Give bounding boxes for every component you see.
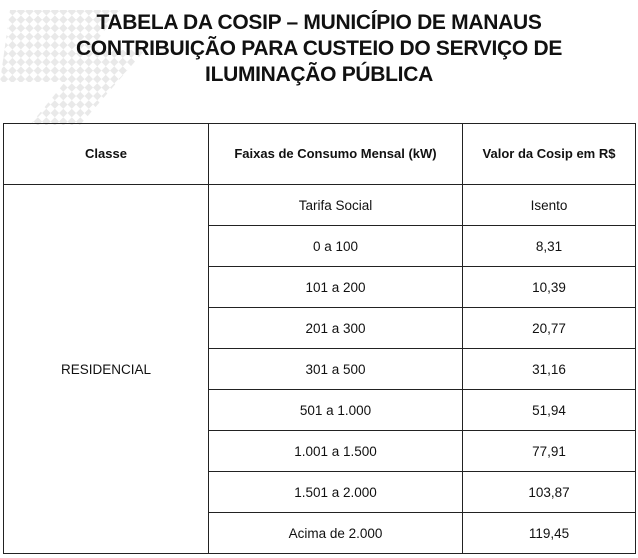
table-row: 1.501 a 2.000 103,87	[4, 471, 636, 513]
valor-cell: 51,94	[462, 389, 636, 431]
page-title: TABELA DA COSIP – MUNICÍPIO DE MANAUS CO…	[0, 10, 638, 88]
header-classe: Classe	[3, 123, 209, 185]
faixa-cell: 101 a 200	[208, 266, 463, 308]
cosip-table: Classe Faixas de Consumo Mensal (kW) Val…	[3, 123, 636, 554]
faixa-cell: Acima de 2.000	[208, 512, 463, 554]
valor-cell: 103,87	[462, 471, 636, 513]
table-header-row: Classe Faixas de Consumo Mensal (kW) Val…	[3, 123, 636, 185]
table-row: 301 a 500 31,16	[4, 348, 636, 390]
table-row: Acima de 2.000 119,45	[4, 512, 636, 554]
valor-cell: 119,45	[462, 512, 636, 554]
valor-cell: 20,77	[462, 307, 636, 349]
valor-cell: 10,39	[462, 266, 636, 308]
title-line-1: TABELA DA COSIP – MUNICÍPIO DE MANAUS	[96, 11, 542, 34]
faixa-cell: 201 a 300	[208, 307, 463, 349]
valor-cell: Isento	[462, 184, 636, 226]
faixa-cell: 1.001 a 1.500	[208, 430, 463, 472]
table-row: 1.001 a 1.500 77,91	[4, 430, 636, 472]
table-row: 201 a 300 20,77	[4, 307, 636, 349]
faixa-cell: 1.501 a 2.000	[208, 471, 463, 513]
header-faixas: Faixas de Consumo Mensal (kW)	[208, 123, 463, 185]
valor-cell: 77,91	[462, 430, 636, 472]
table-row: RESIDENCIAL Tarifa Social Isento	[3, 184, 636, 554]
classe-cell: RESIDENCIAL	[3, 184, 209, 554]
faixa-cell: 501 a 1.000	[208, 389, 463, 431]
faixa-cell: 301 a 500	[208, 348, 463, 390]
faixa-cell: 0 a 100	[208, 225, 463, 267]
valor-cell: 8,31	[462, 225, 636, 267]
header-valor: Valor da Cosip em R$	[462, 123, 636, 185]
faixa-cell: Tarifa Social	[208, 184, 463, 226]
valor-cell: 31,16	[462, 348, 636, 390]
table-row: 501 a 1.000 51,94	[4, 389, 636, 431]
title-line-2: CONTRIBUIÇÃO PARA CUSTEIO DO SERVIÇO DE	[75, 37, 563, 60]
table-row: 0 a 100 8,31	[4, 225, 636, 267]
header-valor-label: Valor da Cosip em R$	[482, 146, 616, 161]
title-line-3: ILUMINAÇÃO PÚBLICA	[205, 63, 433, 86]
